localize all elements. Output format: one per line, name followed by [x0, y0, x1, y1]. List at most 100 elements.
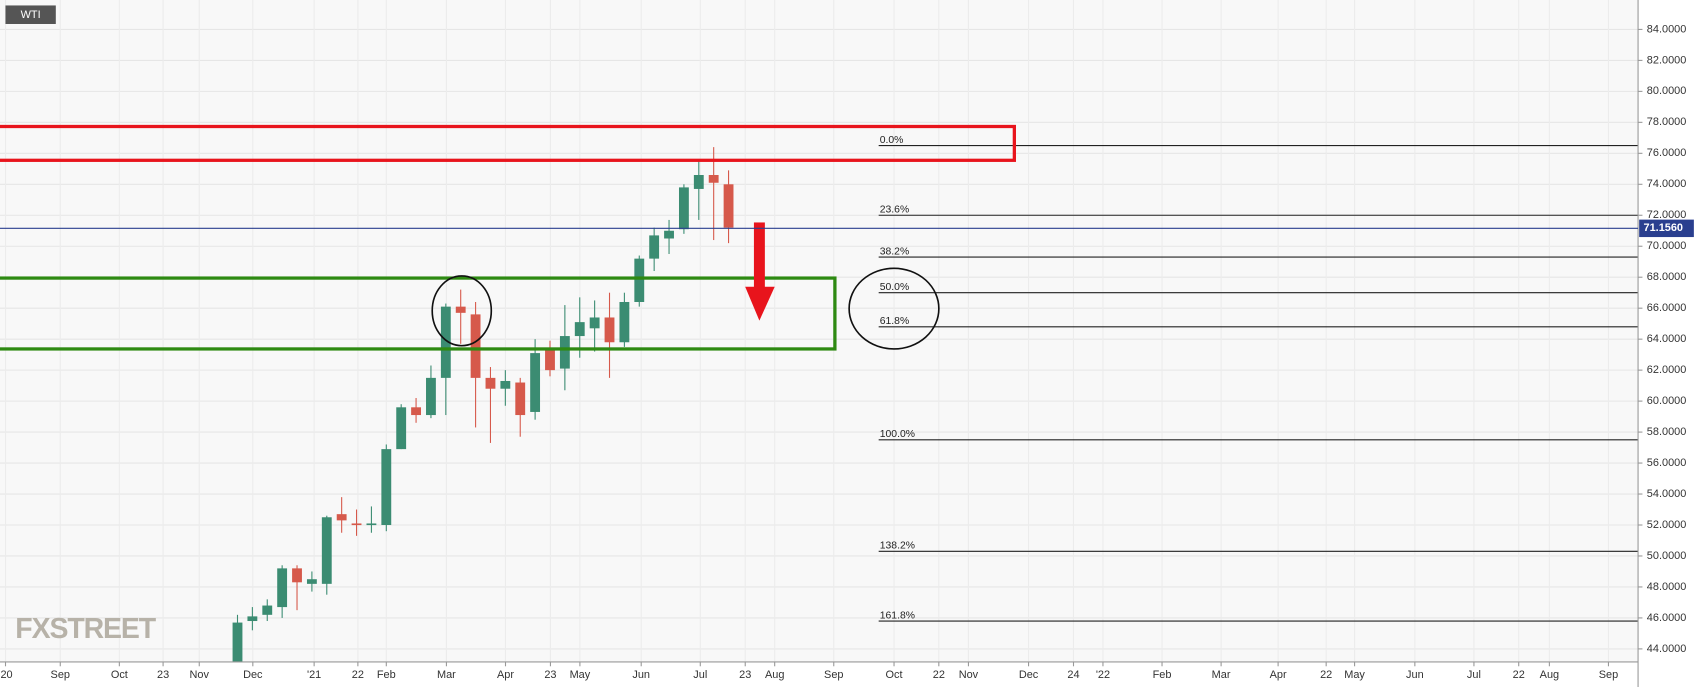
candle-body — [545, 348, 555, 371]
x-tick-label: Dec — [243, 669, 263, 681]
x-tick-label: Nov — [959, 669, 979, 681]
x-tick-label: '20 — [0, 669, 13, 681]
candle-body — [530, 353, 541, 412]
fib-label: 61.8% — [880, 316, 909, 327]
x-tick-label: 22 — [1320, 669, 1332, 681]
x-tick-label: Apr — [1270, 669, 1287, 681]
y-tick-label: 56.0000 — [1647, 457, 1687, 469]
candle-body — [232, 622, 243, 662]
candle-body — [678, 187, 689, 230]
x-tick-label: Oct — [111, 669, 128, 681]
candle-body — [455, 306, 466, 313]
x-tick-label: Jul — [1467, 669, 1481, 681]
x-tick-label: Aug — [765, 669, 784, 681]
y-tick-label: 76.0000 — [1647, 147, 1687, 159]
x-tick-label: Nov — [190, 669, 210, 681]
candles — [232, 147, 734, 662]
x-tick-label: 22 — [933, 669, 945, 681]
candle-body — [723, 184, 734, 228]
candle-body — [574, 322, 585, 337]
fib-levels: 0.0% 23.6% 38.2% 50.0% 61.8% 100.0% 138.2% 161.… — [878, 135, 1639, 622]
y-tick-label: 50.0000 — [1647, 550, 1687, 562]
x-tick-label: 22 — [1513, 669, 1525, 681]
y-tick-label: 60.0000 — [1647, 395, 1687, 407]
candle-body — [515, 382, 526, 416]
fib-label: 138.2% — [880, 541, 915, 552]
x-tick-label: Dec — [1019, 669, 1039, 681]
y-tick-label: 66.0000 — [1647, 302, 1687, 314]
y-tick-label: 70.0000 — [1647, 240, 1687, 252]
time-axis-panel — [0, 661, 1639, 687]
x-tick-label: '21 — [307, 669, 321, 681]
x-tick-label: Aug — [1540, 669, 1559, 681]
candle-body — [470, 314, 481, 378]
legend-label: WTI — [21, 9, 41, 21]
y-tick-label: 48.0000 — [1647, 581, 1687, 593]
x-tick-label: 23 — [157, 669, 169, 681]
support-zone — [0, 276, 837, 351]
candle-body — [277, 568, 288, 608]
resistance-zone — [0, 124, 1016, 162]
fib-label: 50.0% — [880, 282, 909, 293]
highlight-circle — [848, 267, 940, 350]
y-tick-label: 44.0000 — [1647, 643, 1687, 655]
x-tick-label: Mar — [437, 669, 456, 681]
candle-body — [649, 235, 660, 259]
x-tick-label: May — [1344, 669, 1365, 681]
arrow-head — [745, 286, 775, 321]
y-tick-label: 46.0000 — [1647, 612, 1687, 624]
plot-background — [0, 0, 1638, 662]
candle-body — [693, 175, 704, 189]
y-tick-label: 72.0000 — [1647, 209, 1687, 221]
y-tick-label: 64.0000 — [1647, 333, 1687, 345]
x-tick-label: May — [570, 669, 591, 681]
highlight-circle — [431, 275, 493, 347]
candle-body — [336, 514, 347, 521]
x-tick-label: '22 — [1096, 669, 1110, 681]
candle-body — [559, 336, 570, 369]
x-tick-label: 24 — [1067, 669, 1079, 681]
y-tick-label: 62.0000 — [1647, 364, 1687, 376]
x-tick-label: Oct — [886, 669, 903, 681]
x-tick-label: Apr — [497, 669, 514, 681]
y-tick-label: 80.0000 — [1647, 85, 1687, 97]
fib-label: 23.6% — [880, 205, 909, 216]
candle-body — [381, 449, 392, 526]
price-label-box — [1639, 219, 1694, 238]
candle-body — [589, 317, 600, 329]
candle-body — [306, 579, 317, 584]
candle-body — [426, 377, 436, 416]
candle-body — [292, 568, 302, 583]
x-tick-label: 23 — [739, 669, 751, 681]
x-tick-label: Jun — [1406, 669, 1424, 681]
candle-body — [708, 175, 719, 183]
fib-label: 100.0% — [880, 429, 915, 440]
x-tick-label: 23 — [544, 669, 556, 681]
legend-box — [5, 5, 56, 24]
candle-body — [366, 523, 377, 526]
x-tick-label: Feb — [1153, 669, 1172, 681]
watermark: FXSTREET — [15, 613, 157, 645]
x-tick-label: Mar — [1212, 669, 1231, 681]
x-tick-label: 22 — [352, 669, 364, 681]
price-label: 71.1560 — [1644, 222, 1684, 234]
fib-label: 38.2% — [880, 246, 909, 257]
fib-label: 161.8% — [880, 610, 915, 621]
price-axis-panel — [1638, 0, 1707, 687]
candle-body — [321, 517, 332, 584]
x-tick-label: Jun — [632, 669, 650, 681]
candle-body — [247, 616, 258, 622]
y-tick-label: 82.0000 — [1647, 54, 1687, 66]
y-tick-label: 84.0000 — [1647, 23, 1687, 35]
x-tick-label: Feb — [377, 669, 396, 681]
x-tick-label: Jul — [693, 669, 707, 681]
x-tick-label: Sep — [51, 669, 70, 681]
candle-body — [604, 317, 615, 343]
x-tick-label: Sep — [824, 669, 843, 681]
x-tick-label: Sep — [1599, 669, 1618, 681]
candle-body — [262, 605, 273, 615]
candle-body — [664, 230, 674, 239]
y-tick-label: 54.0000 — [1647, 488, 1687, 500]
fib-label: 0.0% — [880, 135, 904, 146]
